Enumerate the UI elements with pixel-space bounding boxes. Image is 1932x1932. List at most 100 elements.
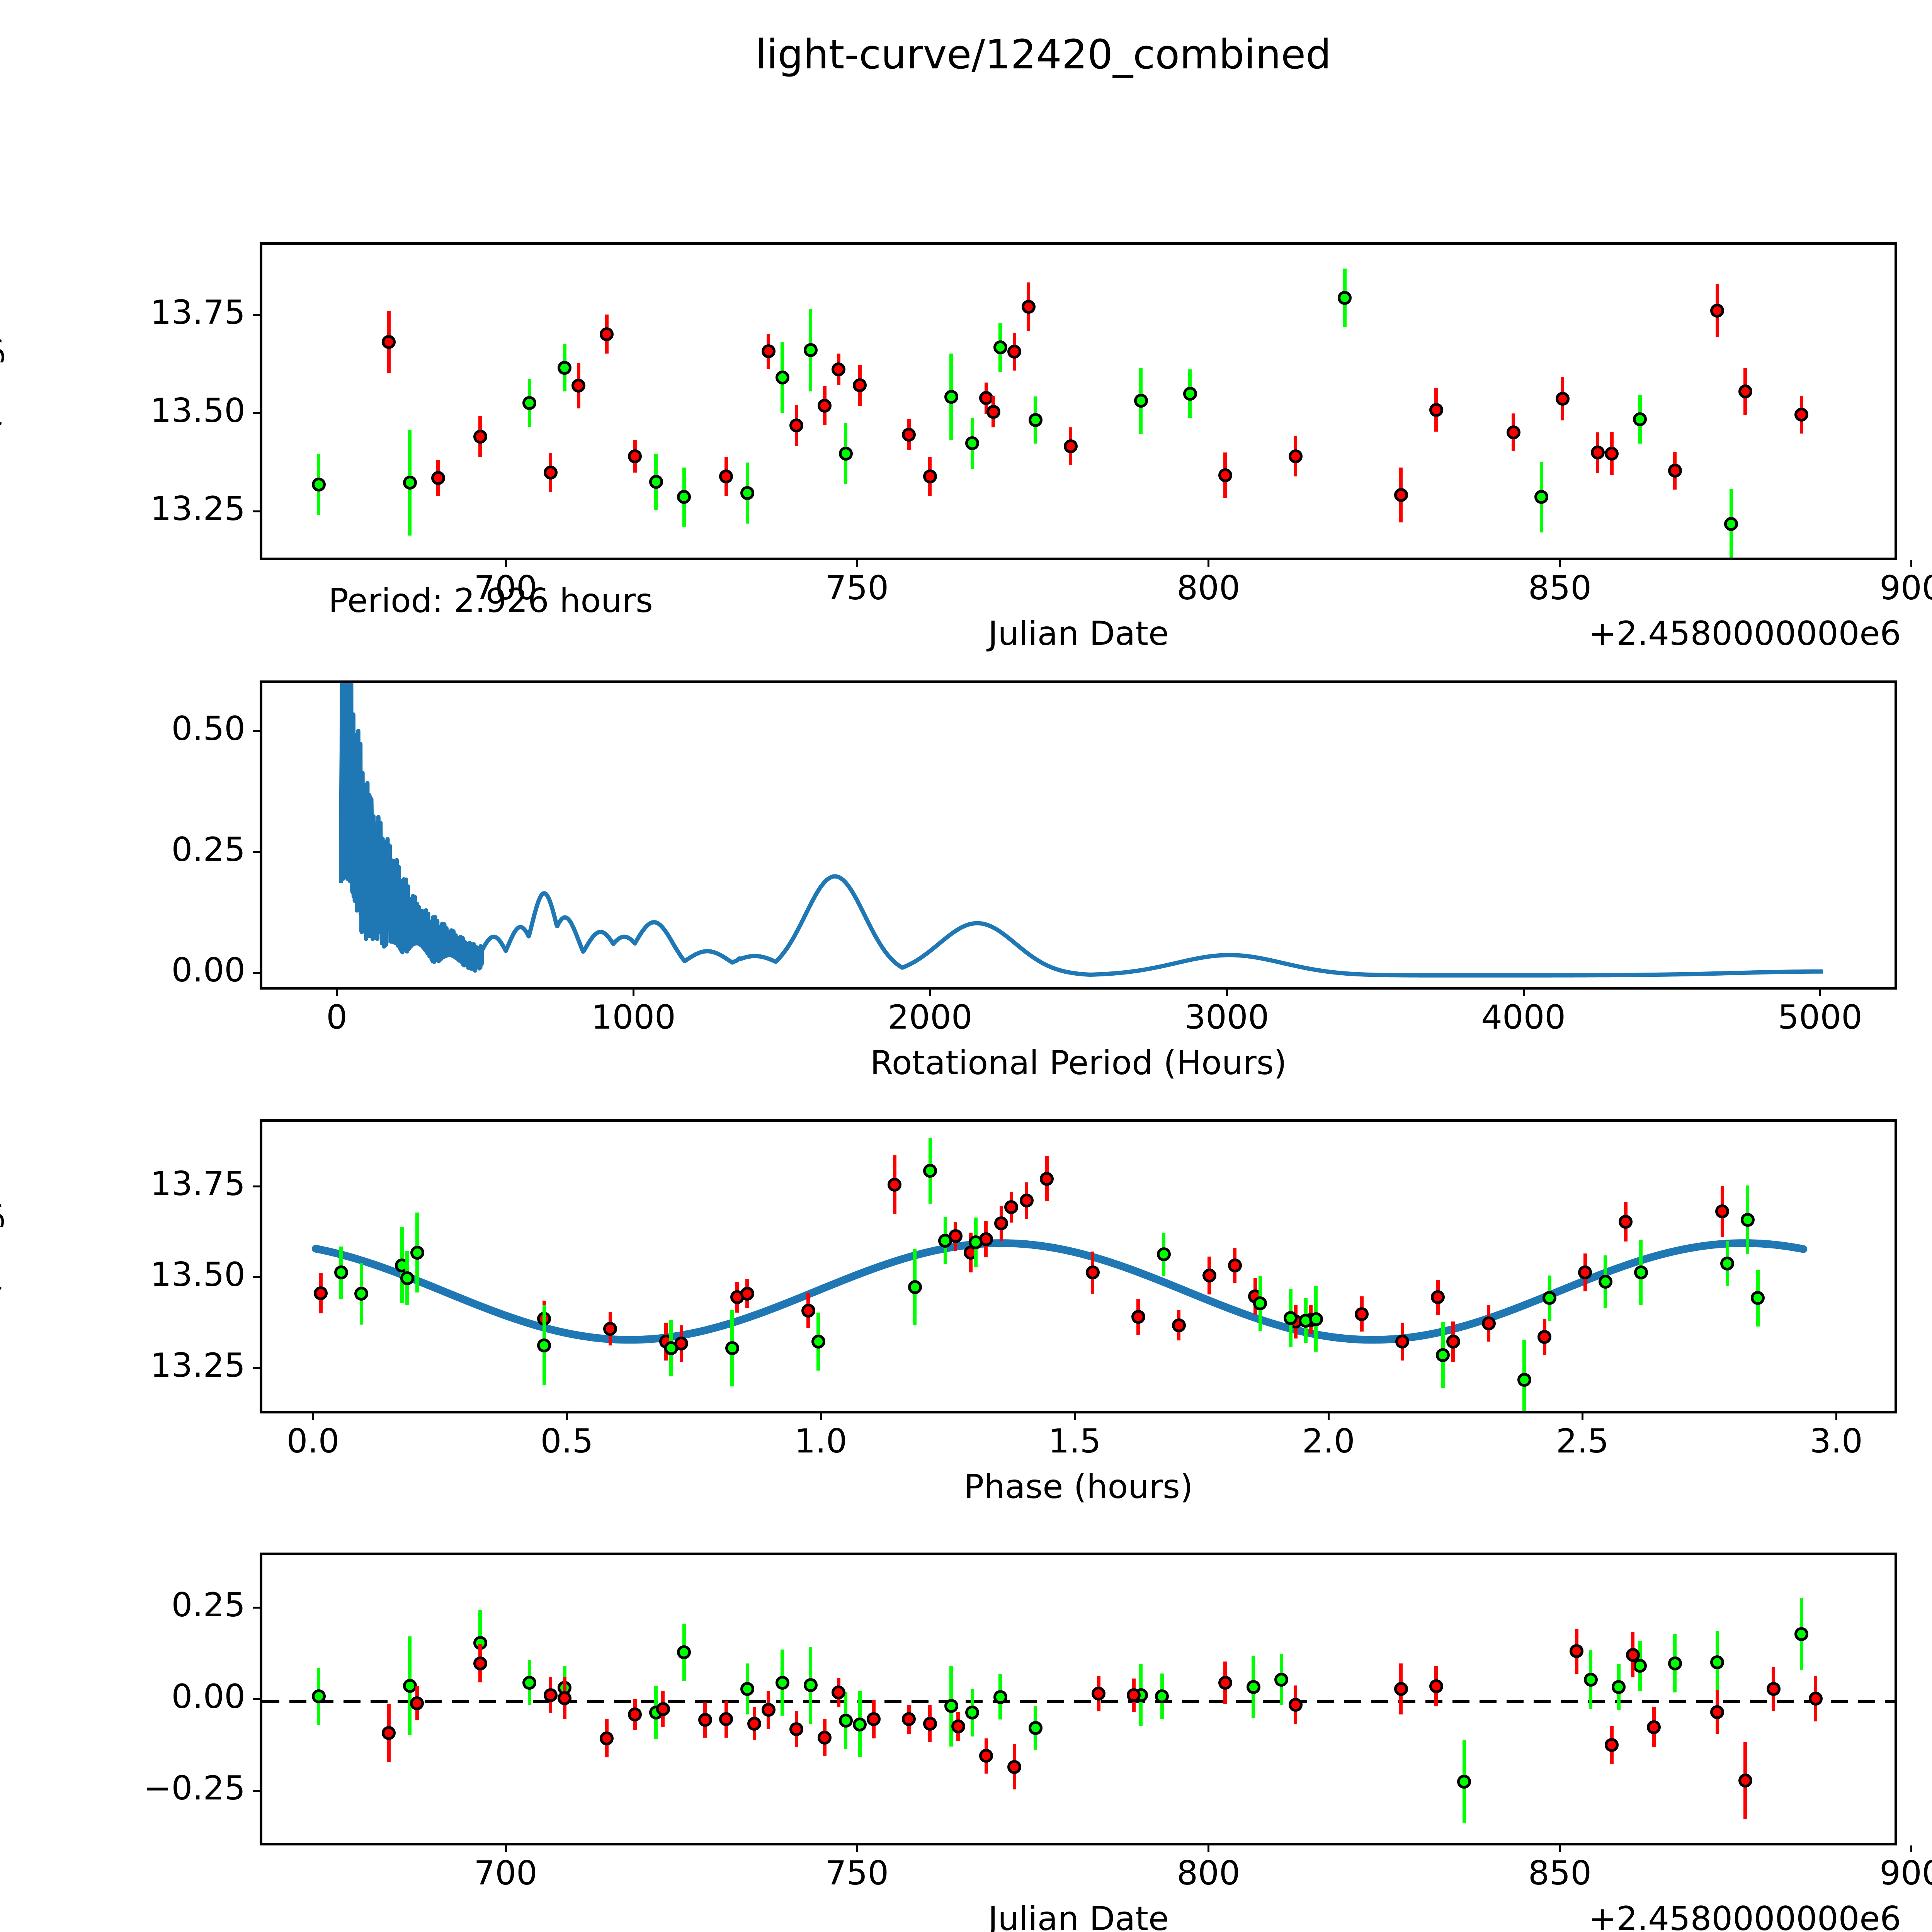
x-tick-label: 900	[1879, 1854, 1932, 1893]
y-tick-mark	[253, 510, 260, 512]
data-point-marker	[740, 1682, 755, 1696]
data-point-marker	[986, 405, 1000, 419]
x-tick-label: 4000	[1481, 998, 1566, 1037]
data-point-marker	[1019, 1194, 1034, 1208]
data-point-marker	[403, 1679, 417, 1693]
y-tick-label: 0.50	[171, 709, 245, 748]
x-tick-label: 2.0	[1302, 1422, 1355, 1461]
axes-frame-light-curve-time-series	[260, 242, 1897, 560]
x-tick-mark	[1074, 1413, 1076, 1420]
y-tick-mark	[253, 730, 260, 733]
data-point-marker	[1040, 1172, 1054, 1186]
data-point-marker	[775, 371, 789, 385]
y-tick-label: 13.75	[150, 293, 245, 332]
data-point-marker	[902, 1712, 916, 1726]
data-point-marker	[944, 1699, 958, 1713]
data-point-marker	[811, 1335, 825, 1349]
data-point-marker	[1394, 1682, 1408, 1696]
x-tick-mark	[1910, 560, 1913, 567]
data-point-marker	[1740, 1213, 1755, 1227]
data-point-marker	[1021, 299, 1036, 314]
data-point-marker	[888, 1177, 902, 1192]
zero-reference-line	[262, 1700, 1895, 1703]
x-tick-label: 900	[1879, 569, 1932, 607]
x-tick-label: 3.0	[1810, 1422, 1863, 1461]
x-tick-label: 850	[1528, 1854, 1592, 1893]
data-point-marker	[1085, 1265, 1100, 1280]
data-point-marker	[1481, 1316, 1496, 1331]
data-point-marker	[1395, 1335, 1410, 1349]
y-tick-mark	[253, 1789, 260, 1792]
x-tick-label: 1000	[591, 998, 676, 1037]
data-point-marker	[1429, 403, 1443, 417]
data-point-marker	[923, 469, 937, 484]
y-tick-mark	[253, 972, 260, 974]
data-point-marker	[1605, 446, 1619, 461]
data-point-marker	[1309, 1312, 1323, 1326]
x-tick-label: 750	[825, 1854, 889, 1893]
x-tick-mark	[1910, 1845, 1913, 1852]
data-point-marker	[1172, 1318, 1186, 1332]
data-point-marker	[698, 1713, 712, 1727]
data-point-marker	[832, 1685, 846, 1700]
data-point-marker	[1634, 1265, 1648, 1280]
data-point-marker	[382, 1726, 396, 1740]
data-point-marker	[649, 474, 663, 489]
data-point-marker	[1028, 1721, 1043, 1735]
x-tick-label: 5000	[1777, 998, 1862, 1037]
data-point-marker	[965, 1706, 980, 1720]
data-point-marker	[431, 471, 445, 485]
data-point-marker	[1431, 1290, 1445, 1304]
data-point-marker	[1766, 1682, 1781, 1696]
data-point-marker	[938, 1233, 952, 1248]
data-point-marker	[537, 1338, 551, 1352]
data-point-marker	[725, 1341, 739, 1355]
y-tick-mark	[253, 1185, 260, 1188]
x-tick-label: 0	[326, 998, 347, 1037]
x-tick-mark	[1328, 1413, 1330, 1420]
x-axis-label: Julian Date	[988, 1900, 1169, 1932]
data-point-marker	[853, 378, 867, 392]
data-point-marker	[803, 343, 818, 357]
data-point-marker	[775, 1675, 789, 1690]
y-tick-label: 13.50	[150, 391, 245, 430]
data-point-marker	[789, 1722, 804, 1736]
data-point-marker	[1004, 1200, 1019, 1214]
data-point-marker	[1619, 1214, 1633, 1229]
x-tick-label: 750	[825, 569, 889, 607]
data-point-marker	[334, 1265, 348, 1280]
x-tick-mark	[929, 990, 932, 996]
x-tick-mark	[1582, 1413, 1584, 1420]
data-point-marker	[1543, 1291, 1557, 1305]
data-point-marker	[740, 1286, 754, 1301]
data-point-marker	[1633, 412, 1647, 427]
data-point-marker	[803, 1678, 818, 1692]
data-point-marker	[1517, 1372, 1531, 1387]
data-point-marker	[1738, 384, 1752, 398]
data-point-marker	[1134, 394, 1148, 408]
data-point-marker	[1720, 1256, 1735, 1270]
axes-frame-fit-residuals	[260, 1553, 1897, 1845]
data-point-marker	[838, 446, 853, 461]
data-point-marker	[1710, 1705, 1725, 1719]
data-point-marker	[818, 1730, 832, 1745]
data-point-marker	[1284, 1311, 1298, 1325]
data-point-marker	[1583, 1673, 1598, 1687]
data-point-marker	[1246, 1680, 1260, 1694]
x-tick-mark	[1522, 990, 1525, 996]
x-tick-label: 700	[474, 569, 537, 607]
y-tick-mark	[253, 412, 260, 414]
y-tick-label: 13.50	[150, 1255, 245, 1294]
data-point-marker	[994, 1216, 1009, 1231]
x-tick-label: 700	[474, 1854, 537, 1893]
data-point-marker	[311, 1689, 326, 1703]
data-point-marker	[571, 378, 586, 393]
data-point-marker	[1429, 1679, 1443, 1694]
data-point-marker	[1537, 1330, 1552, 1344]
plot-area-fit-residuals	[262, 1555, 1895, 1843]
x-tick-label: 2000	[888, 998, 973, 1037]
plot-area-light-curve-time-series	[262, 245, 1895, 558]
data-point-marker	[965, 436, 980, 451]
data-point-marker	[1127, 1688, 1141, 1702]
